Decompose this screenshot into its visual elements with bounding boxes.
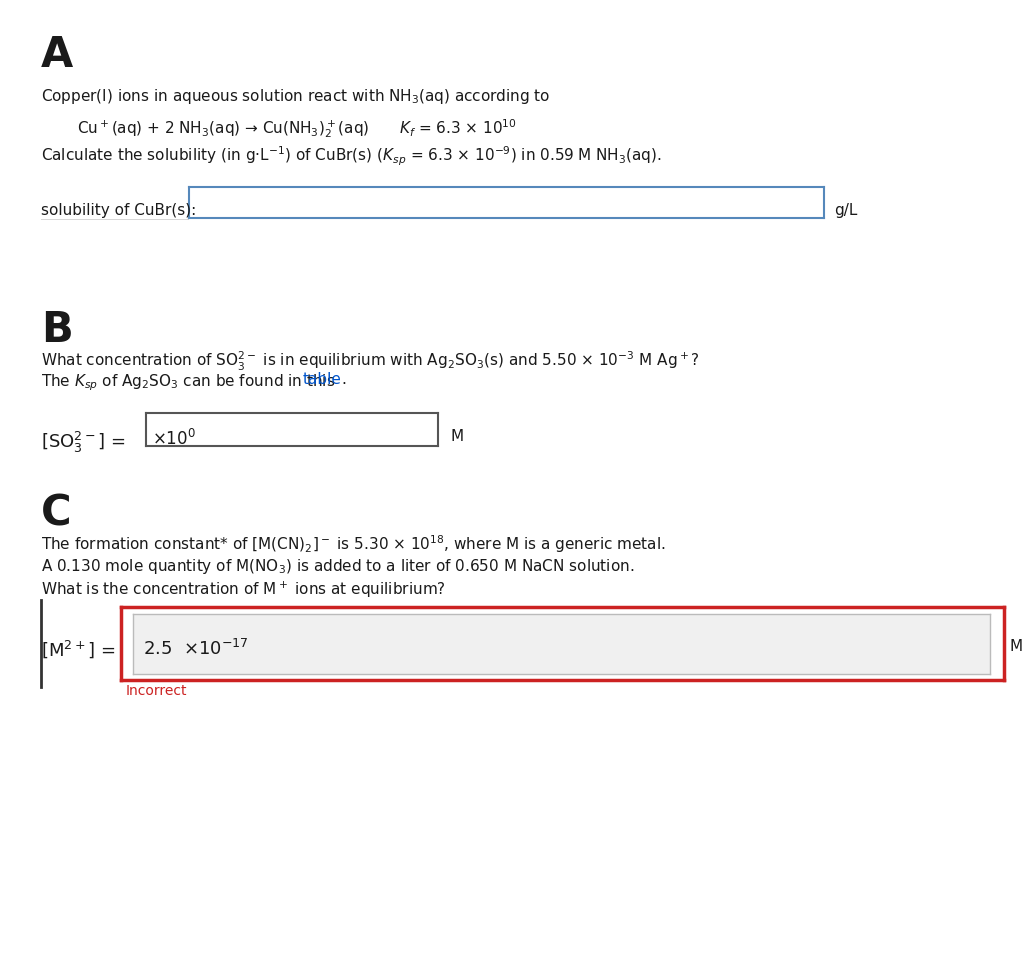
Text: B: B <box>41 309 73 351</box>
Text: $K_f$ = 6.3 × 10$^{10}$: $K_f$ = 6.3 × 10$^{10}$ <box>399 118 517 139</box>
Text: [SO$_3^{2-}$] =: [SO$_3^{2-}$] = <box>41 429 126 455</box>
Text: ×10$^0$: ×10$^0$ <box>152 428 196 449</box>
Text: A 0.130 mole quantity of M(NO$_3$) is added to a liter of 0.650 M NaCN solution.: A 0.130 mole quantity of M(NO$_3$) is ad… <box>41 557 635 576</box>
Text: g/L: g/L <box>835 203 858 218</box>
Text: Cu$^+$(aq) + 2 NH$_3$(aq) → Cu(NH$_3$)$_2^+$(aq): Cu$^+$(aq) + 2 NH$_3$(aq) → Cu(NH$_3$)$_… <box>77 118 370 140</box>
Text: M: M <box>451 429 464 445</box>
Text: .: . <box>341 372 346 388</box>
Text: A: A <box>41 34 73 76</box>
Text: Calculate the solubility (in g·L$^{-1}$) of CuBr(s) ($K_{sp}$ = 6.3 × 10$^{-9}$): Calculate the solubility (in g·L$^{-1}$)… <box>41 145 662 168</box>
Text: M: M <box>1010 639 1023 654</box>
Text: The $K_{sp}$ of Ag$_2$SO$_3$ can be found in this: The $K_{sp}$ of Ag$_2$SO$_3$ can be foun… <box>41 372 336 393</box>
Text: table: table <box>303 372 342 388</box>
Text: [M$^{2+}$] =: [M$^{2+}$] = <box>41 639 116 660</box>
Text: The formation constant* of [M(CN)$_2$]$^-$ is 5.30 × 10$^{18}$, where M is a gen: The formation constant* of [M(CN)$_2$]$^… <box>41 534 666 555</box>
Text: What concentration of SO$_3^{2-}$ is in equilibrium with Ag$_2$SO$_3$(s) and 5.5: What concentration of SO$_3^{2-}$ is in … <box>41 349 699 372</box>
Text: 2.5  ×10$^{-17}$: 2.5 ×10$^{-17}$ <box>143 639 249 659</box>
Text: C: C <box>41 492 72 535</box>
Text: Copper(I) ions in aqueous solution react with NH$_3$(aq) according to: Copper(I) ions in aqueous solution react… <box>41 87 550 106</box>
Text: Incorrect: Incorrect <box>126 684 187 699</box>
Text: solubility of CuBr(s):: solubility of CuBr(s): <box>41 203 197 218</box>
Text: What is the concentration of M$^+$ ions at equilibrium?: What is the concentration of M$^+$ ions … <box>41 580 445 600</box>
